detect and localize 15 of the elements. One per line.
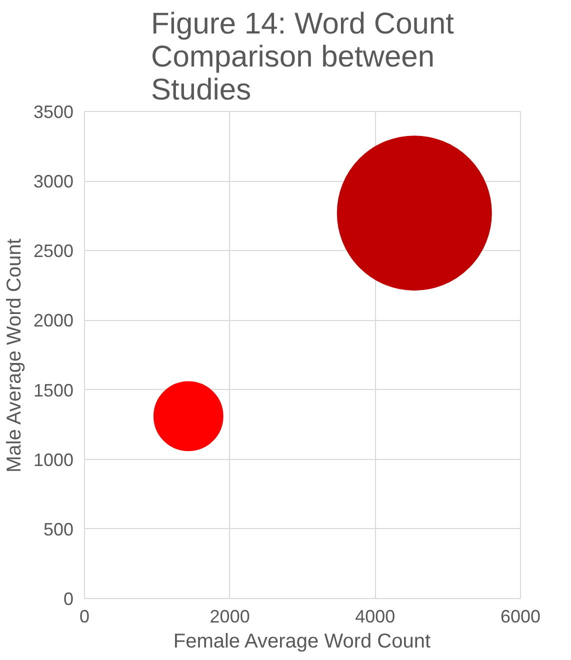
- y-tick-label: 3500: [33, 102, 74, 122]
- y-tick-label: 1000: [33, 450, 74, 470]
- y-tick-label: 3000: [33, 172, 74, 192]
- y-tick-label: 2500: [33, 241, 74, 262]
- y-tick-label: 500: [43, 519, 74, 540]
- y-tick-label: 2000: [33, 310, 74, 331]
- x-tick-label: 4000: [355, 606, 396, 626]
- chart-title: Figure 14: Word Count Comparison between Studies: [151, 8, 455, 106]
- x-tick-label: 6000: [500, 606, 541, 626]
- x-tick-label: 2000: [210, 606, 250, 626]
- x-tick-label: 0: [79, 606, 90, 626]
- y-tick-label: 0: [63, 589, 74, 609]
- x-axis-title: Female Average Word Count: [173, 630, 431, 652]
- y-tick-label: 1500: [33, 380, 74, 400]
- y-axis-title: Male Average Word Count: [3, 238, 26, 472]
